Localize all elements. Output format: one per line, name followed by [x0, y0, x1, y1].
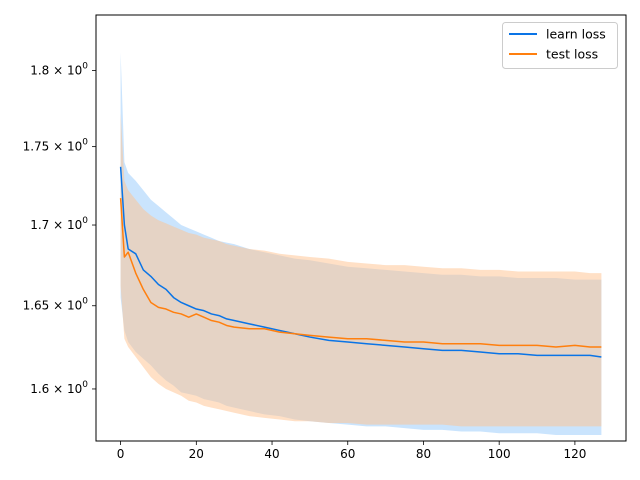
x-axis: 0 20 40 60 80 100 120 — [117, 441, 586, 461]
legend-label-learn-loss: learn loss — [546, 27, 606, 42]
x-tick-label: 0 — [117, 447, 125, 461]
x-tick-label: 40 — [264, 447, 279, 461]
x-tick-label: 60 — [340, 447, 355, 461]
y-tick-label: 1.65 × 100 — [23, 297, 89, 313]
y-axis: 1.8 × 100 1.75 × 100 1.7 × 100 1.65 × 100 1.… — [23, 61, 96, 396]
legend-label-test-loss: test loss — [546, 47, 598, 62]
confidence-bands — [120, 52, 602, 435]
band-test-loss — [120, 112, 602, 427]
line-test-loss — [119, 198, 602, 348]
x-tick-label: 120 — [563, 447, 586, 461]
x-tick-label: 80 — [416, 447, 431, 461]
plot-frame — [95, 14, 627, 442]
x-tick-label: 20 — [189, 447, 204, 461]
y-tick-label: 1.75 × 100 — [23, 138, 89, 154]
y-tick-label: 1.8 × 100 — [30, 61, 88, 77]
y-tick-label: 1.6 × 100 — [30, 380, 88, 396]
series-lines — [119, 166, 602, 358]
x-tick-label: 100 — [488, 447, 511, 461]
y-tick-label: 1.7 × 100 — [30, 216, 88, 232]
line-learn-loss — [119, 166, 602, 358]
legend: learn loss test loss — [502, 22, 618, 69]
